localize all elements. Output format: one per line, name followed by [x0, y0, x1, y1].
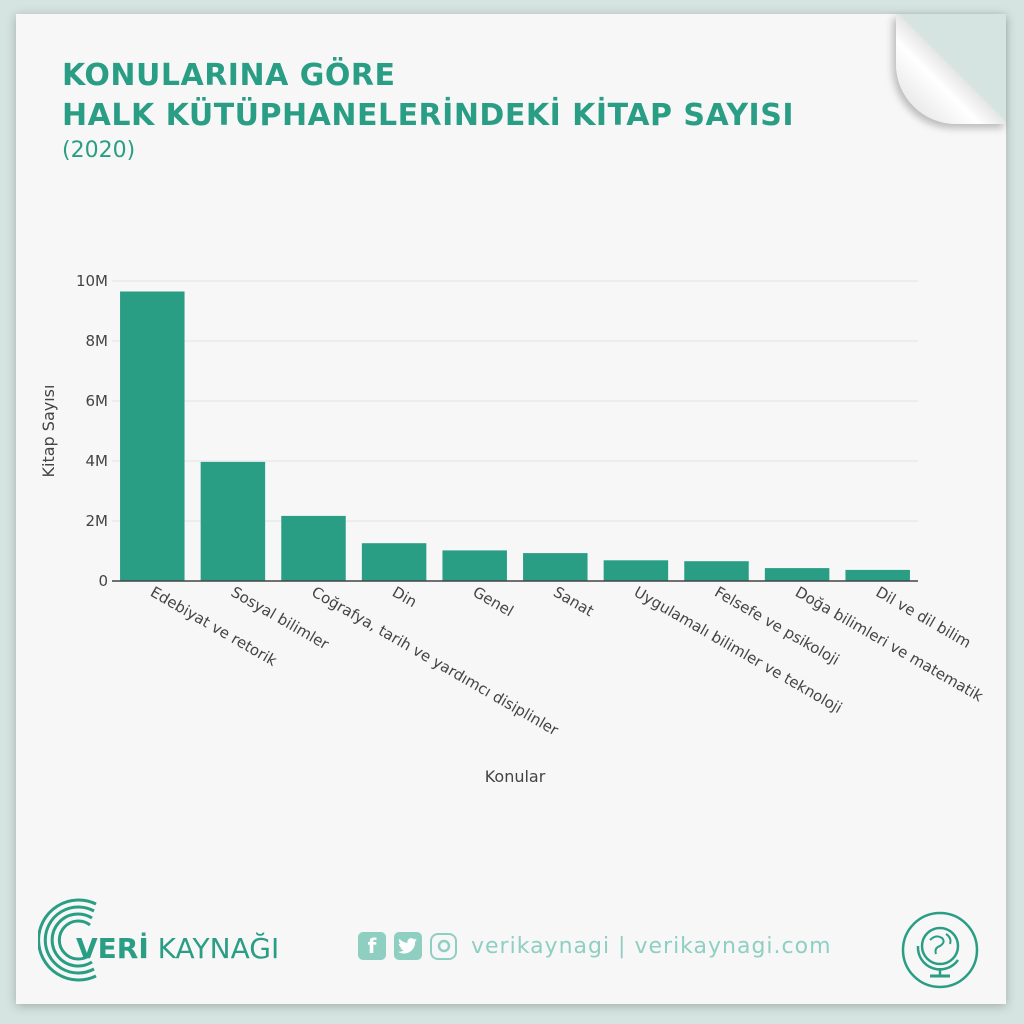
social-handle-text[interactable]: verikaynagi | verikaynagi.com [471, 933, 832, 959]
bar [442, 550, 507, 581]
logo-text-rest: KAYNAĞI [148, 932, 280, 965]
title-line-1: KONULARINA GÖRE [62, 58, 396, 93]
bar [764, 568, 830, 581]
bar [281, 515, 346, 581]
y-axis-title: Kitap Sayısı [39, 385, 58, 478]
page-curl [896, 14, 1006, 124]
social-links: f verikaynagi | verikaynagi.com [358, 932, 832, 960]
bar [845, 569, 910, 581]
instagram-icon[interactable] [430, 932, 457, 960]
chart-title: KONULARINA GÖRE HALK KÜTÜPHANELERİNDEKİ … [62, 56, 794, 166]
facebook-icon[interactable]: f [358, 932, 386, 960]
x-axis-title: Konular [485, 767, 546, 786]
globe-icon [901, 911, 979, 989]
x-tick-label: Din [389, 583, 420, 611]
y-tick-label: 8M [86, 332, 109, 350]
bar [523, 553, 588, 581]
y-tick-label: 2M [86, 512, 109, 530]
x-tick-label: Genel [470, 583, 517, 620]
bar [361, 543, 427, 581]
twitter-icon[interactable] [394, 932, 422, 960]
x-tick-label: Coğrafya, tarih ve yardımcı disiplinler [309, 583, 563, 740]
veri-kaynagi-logo-icon [38, 898, 97, 982]
x-tick-label: Sanat [550, 583, 597, 620]
logo-text-bold: VERİ [76, 932, 149, 965]
title-year: (2020) [62, 138, 136, 163]
logo-text: VERİ KAYNAĞI [76, 932, 279, 965]
bar [200, 461, 266, 581]
y-tick-label: 10M [76, 272, 108, 290]
footer: VERİ KAYNAĞI f verikaynagi | verikaynagi… [0, 880, 1024, 1000]
title-line-2: HALK KÜTÜPHANELERİNDEKİ KİTAP SAYISI [62, 98, 794, 133]
bar [684, 561, 749, 581]
y-tick-label: 0 [98, 572, 108, 590]
bar [120, 291, 185, 581]
y-tick-label: 4M [86, 452, 109, 470]
bar [603, 560, 669, 581]
y-tick-label: 6M [86, 392, 109, 410]
